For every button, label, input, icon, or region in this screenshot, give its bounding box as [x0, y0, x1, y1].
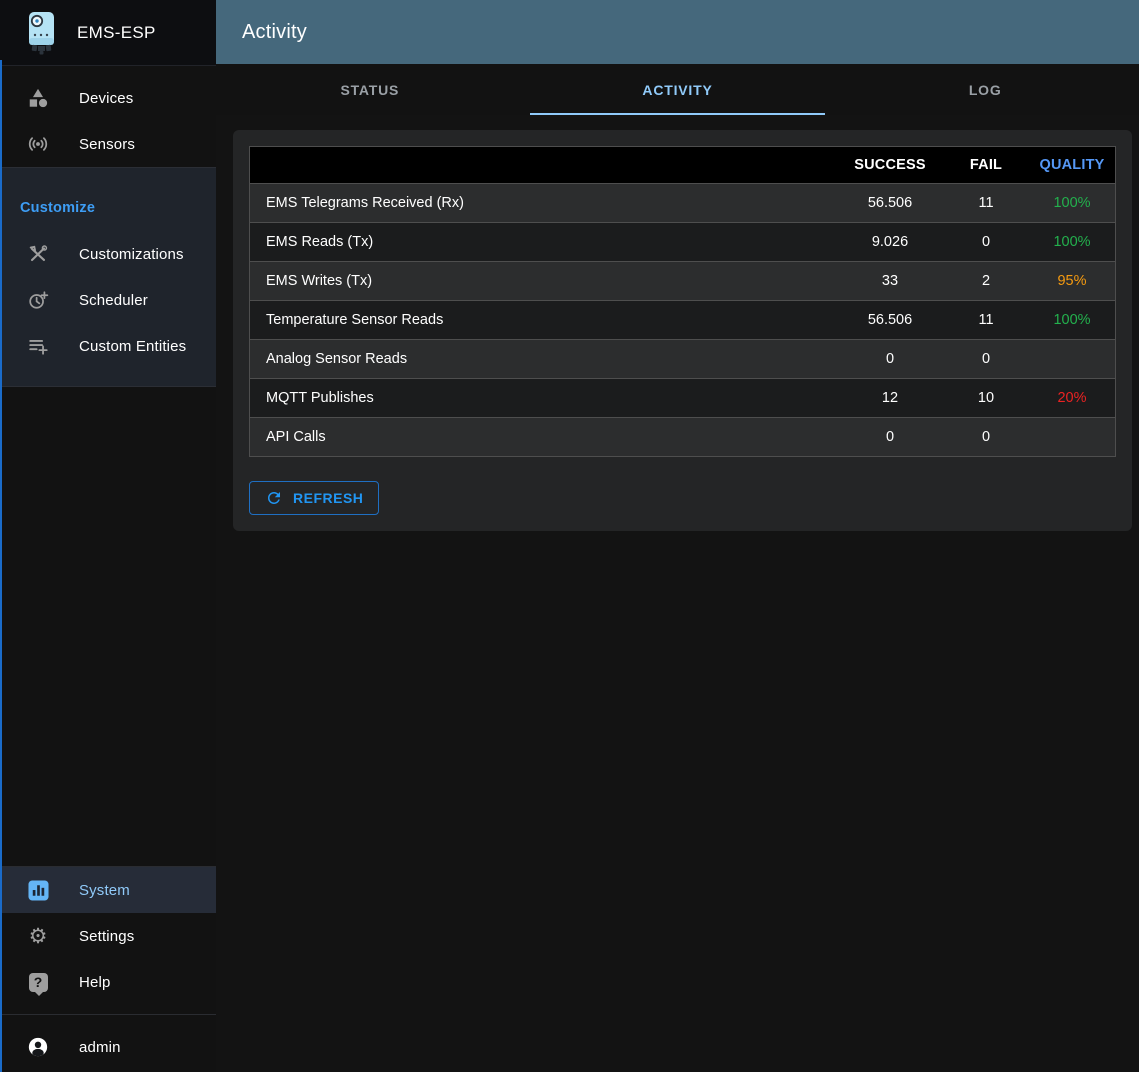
- row-success: 56.506: [867, 312, 913, 328]
- main-content: SUCCESS FAIL QUALITY EMS Telegrams Recei…: [216, 115, 1139, 1072]
- row-fail: 0: [981, 429, 991, 445]
- header-quality: QUALITY: [1039, 157, 1105, 173]
- sidebar-divider: [0, 866, 216, 867]
- tab-status[interactable]: STATUS: [340, 81, 400, 98]
- table-row: EMS Telegrams Received (Rx) 56.506 11 10…: [250, 183, 1115, 222]
- sidebar-item-customizations[interactable]: Customizations: [0, 231, 216, 277]
- row-quality: 100%: [1053, 312, 1091, 328]
- sidebar-divider: [0, 1014, 216, 1015]
- table-row: MQTT Publishes 12 10 20%: [250, 378, 1115, 417]
- sidebar-nav-top: Devices Sensors: [0, 66, 216, 167]
- sidebar-item-label: Scheduler: [79, 291, 148, 309]
- table-row: EMS Writes (Tx) 33 2 95%: [250, 261, 1115, 300]
- row-success: 0: [885, 351, 895, 367]
- row-name: API Calls: [266, 429, 326, 445]
- app-title: EMS-ESP: [77, 22, 156, 42]
- tools-icon: [26, 242, 50, 266]
- appbar: Activity: [216, 0, 1139, 64]
- row-quality: 100%: [1053, 195, 1091, 211]
- row-success: 33: [881, 273, 899, 289]
- row-name: EMS Writes (Tx): [266, 273, 373, 289]
- sidebar: EMS-ESP Devices Sensors: [0, 0, 216, 1072]
- row-success: 0: [885, 429, 895, 445]
- row-fail: 0: [981, 351, 991, 367]
- tab-activity[interactable]: ACTIVITY: [524, 64, 832, 115]
- sidebar-item-label: Custom Entities: [79, 337, 187, 355]
- sidebar-customize-section: Customize Customizations: [0, 167, 216, 387]
- row-success: 56.506: [867, 195, 913, 211]
- broadcast-icon: [26, 132, 50, 156]
- row-success: 12: [881, 390, 899, 406]
- sidebar-item-label: Help: [79, 973, 111, 991]
- sidebar-accent-line: [0, 60, 2, 1072]
- table-row: Analog Sensor Reads 0 0: [250, 339, 1115, 378]
- activity-table: SUCCESS FAIL QUALITY EMS Telegrams Recei…: [249, 146, 1116, 457]
- sidebar-item-scheduler[interactable]: Scheduler: [0, 277, 216, 323]
- header-fail: FAIL: [969, 157, 1003, 173]
- row-name: MQTT Publishes: [266, 390, 374, 406]
- sidebar-item-settings[interactable]: ⚙ Settings: [0, 913, 216, 959]
- row-quality: 20%: [1057, 390, 1087, 406]
- refresh-button[interactable]: REFRESH: [249, 481, 380, 515]
- row-fail: 0: [981, 234, 991, 250]
- sidebar-item-label: Settings: [79, 927, 135, 945]
- boiler-logo-icon: [29, 11, 54, 54]
- sidebar-spacer: [0, 387, 216, 866]
- activity-card: SUCCESS FAIL QUALITY EMS Telegrams Recei…: [233, 130, 1132, 531]
- sidebar-item-label: System: [79, 881, 130, 899]
- category-icon: [26, 86, 50, 110]
- header-success: SUCCESS: [854, 157, 926, 173]
- sidebar-item-help[interactable]: ? Help: [0, 959, 216, 1005]
- sidebar-item-custom-entities[interactable]: Custom Entities: [0, 323, 216, 369]
- user-label: admin: [79, 1038, 121, 1056]
- sidebar-item-sensors[interactable]: Sensors: [0, 121, 216, 167]
- tab-bar: STATUS ACTIVITY LOG: [216, 64, 1139, 115]
- row-fail: 11: [978, 312, 994, 328]
- sidebar-item-system[interactable]: System: [0, 867, 216, 913]
- app-logo-header: EMS-ESP: [0, 0, 216, 66]
- table-row: EMS Reads (Tx) 9.026 0 100%: [250, 222, 1115, 261]
- row-quality: 95%: [1057, 273, 1087, 289]
- customize-section-label: Customize: [20, 200, 96, 216]
- playlist-add-icon: [26, 334, 50, 358]
- sidebar-item-devices[interactable]: Devices: [0, 75, 216, 121]
- refresh-button-label: REFRESH: [293, 490, 364, 506]
- row-name: EMS Telegrams Received (Rx): [266, 195, 464, 211]
- tab-log[interactable]: LOG: [968, 81, 1002, 98]
- row-name: EMS Reads (Tx): [266, 234, 374, 250]
- row-quality: 100%: [1053, 234, 1091, 250]
- sidebar-item-label: Devices: [79, 89, 134, 107]
- table-row: Temperature Sensor Reads 56.506 11 100%: [250, 300, 1115, 339]
- row-name: Temperature Sensor Reads: [266, 312, 444, 328]
- bar-chart-icon: [26, 878, 50, 902]
- table-header-row: SUCCESS FAIL QUALITY: [250, 147, 1115, 183]
- account-circle-icon: [26, 1035, 50, 1059]
- help-icon: ?: [26, 970, 50, 996]
- row-fail: 2: [981, 273, 991, 289]
- row-success: 9.026: [871, 234, 909, 250]
- page-title: Activity: [242, 20, 307, 43]
- row-fail: 10: [977, 390, 995, 406]
- refresh-icon: [267, 492, 280, 504]
- gear-icon: ⚙: [28, 924, 48, 948]
- row-name: Analog Sensor Reads: [266, 351, 408, 367]
- table-row: API Calls 0 0: [250, 417, 1115, 456]
- clock-plus-icon: [26, 288, 50, 312]
- sidebar-item-label: Customizations: [79, 245, 184, 263]
- sidebar-item-label: Sensors: [79, 135, 136, 153]
- sidebar-item-admin[interactable]: admin: [0, 1024, 216, 1070]
- sidebar-user-section: admin: [0, 1015, 216, 1072]
- row-fail: 11: [978, 195, 994, 211]
